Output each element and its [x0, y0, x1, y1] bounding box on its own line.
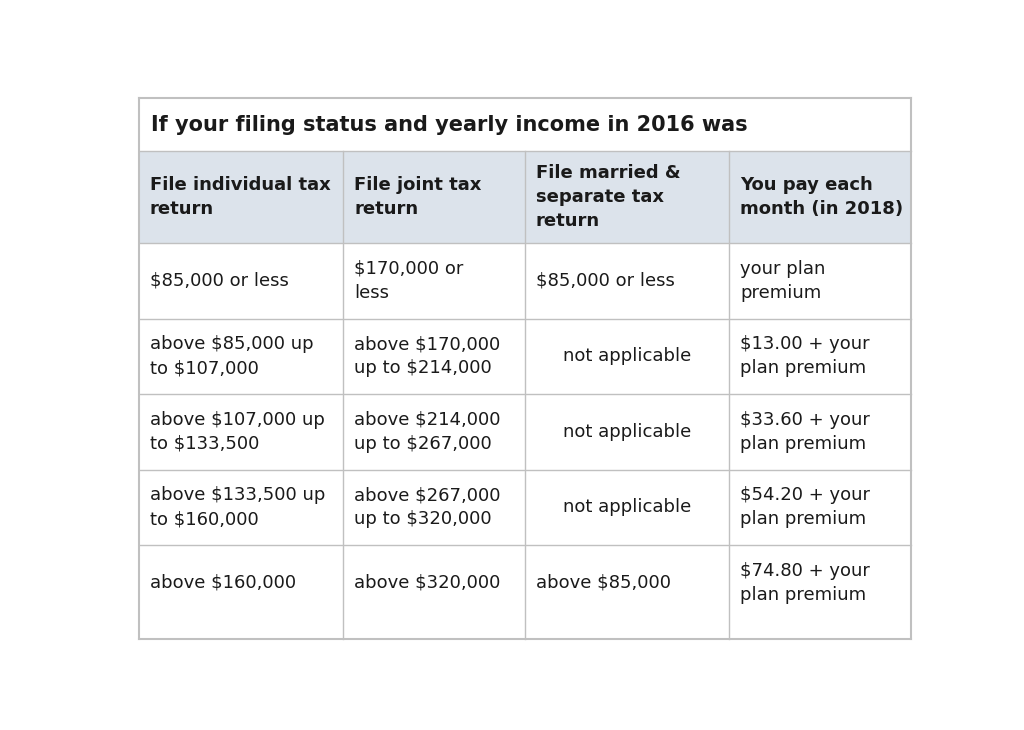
Bar [139, 545, 910, 620]
Text: $13.00 + your
plan premium: $13.00 + your plan premium [740, 335, 869, 377]
Text: File married &
separate tax
return: File married & separate tax return [536, 164, 680, 230]
Bar [139, 243, 910, 318]
Text: $33.60 + your
plan premium: $33.60 + your plan premium [740, 411, 870, 453]
Text: If your filing status and yearly income in 2016 was: If your filing status and yearly income … [152, 115, 748, 134]
Text: $54.20 + your
plan premium: $54.20 + your plan premium [740, 486, 870, 529]
Text: File joint tax
return: File joint tax return [354, 176, 481, 218]
Text: above $85,000 up
to $107,000: above $85,000 up to $107,000 [150, 335, 313, 377]
Bar [139, 394, 910, 469]
Text: $170,000 or
less: $170,000 or less [354, 260, 464, 302]
Text: above $107,000 up
to $133,500: above $107,000 up to $133,500 [150, 411, 325, 453]
Text: File individual tax
return: File individual tax return [150, 176, 331, 218]
Text: not applicable: not applicable [563, 423, 691, 441]
Text: You pay each
month (in 2018): You pay each month (in 2018) [740, 176, 903, 218]
Bar [139, 469, 910, 545]
Text: not applicable: not applicable [563, 347, 691, 365]
Text: above $133,500 up
to $160,000: above $133,500 up to $160,000 [150, 486, 325, 529]
Text: above $267,000
up to $320,000: above $267,000 up to $320,000 [354, 486, 501, 529]
Text: above $320,000: above $320,000 [354, 574, 501, 592]
Text: not applicable: not applicable [563, 499, 691, 516]
Text: $74.80 + your
plan premium: $74.80 + your plan premium [740, 561, 870, 604]
Bar [139, 99, 910, 150]
Bar [139, 318, 910, 394]
Bar [139, 150, 910, 243]
Text: your plan
premium: your plan premium [740, 260, 825, 302]
Text: $85,000 or less: $85,000 or less [536, 272, 675, 290]
Text: above $170,000
up to $214,000: above $170,000 up to $214,000 [354, 335, 501, 377]
Text: $85,000 or less: $85,000 or less [150, 272, 289, 290]
Text: above $214,000
up to $267,000: above $214,000 up to $267,000 [354, 411, 501, 453]
Text: above $160,000: above $160,000 [150, 574, 296, 592]
Text: above $85,000: above $85,000 [536, 574, 671, 592]
